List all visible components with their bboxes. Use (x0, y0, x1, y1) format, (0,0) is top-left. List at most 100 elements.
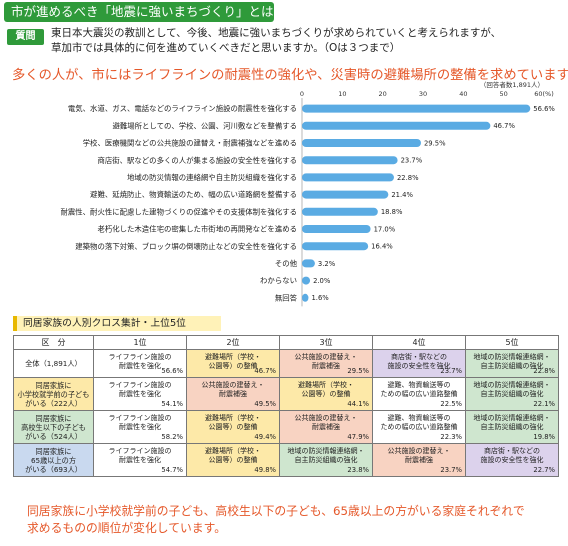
rank-cell: ライフライン施設の 耐震性を強化 54.1% (93, 377, 187, 411)
row-header-line: がいる（524人） (25, 431, 82, 441)
summary-line-1: 同居家族に小学校就学前の子ども、高校生以下の子ども、65歳以上の方がいる家庭それ… (27, 504, 525, 518)
rank-cell: 避難、物資輸送等の ための幅の広い道路整備 22.5% (372, 377, 466, 411)
bar-category-label: 避難、延焼防止、物資輸送のため、幅の広い道路網を整備する (90, 190, 297, 199)
cell-percentage: 44.1% (347, 400, 369, 408)
row-header-line: 全体（1,891人） (25, 359, 82, 368)
cell-percentage: 22.3% (440, 433, 462, 441)
cell-item-name: 公共施設の建替え・ (387, 447, 451, 455)
row-header-line: 小学校就学前の子ども (17, 389, 90, 399)
cell-item-name: 施設の安全性を強化 (387, 362, 451, 370)
cell-item-name: 耐震性を強化 (119, 362, 161, 370)
header-category: 区 分 (13, 335, 94, 350)
cell-item-name: 商店街・駅などの (484, 447, 540, 455)
x-tick-label: 10 (338, 90, 346, 98)
question-line-1: 東日本大震災の教訓として、今後、地震に強いまちづくりが求められていくと考えられま… (51, 27, 502, 39)
x-tick-label: 50 (500, 90, 508, 98)
header-rank-1: 1位 (93, 335, 187, 350)
table-row: 同居家族に 高校生以下の子ども がいる（524人） ライフライン施設の 耐震性を強化 58… (13, 410, 559, 444)
bar-value-label: 3.2% (318, 260, 336, 268)
cell-item-name: ための幅の広い道路整備 (380, 390, 458, 398)
rank-cell: 避難場所（学校・ 公園等）の整備 46.7% (186, 349, 280, 378)
cell-item-name: 公共施設の建替え・ (201, 381, 265, 389)
bar-category-label: 建築物の落下対策、ブロック塀の倒壊防止などの安全性を強化する (75, 242, 297, 251)
cell-item-name: ための幅の広い道路整備 (380, 423, 458, 431)
question-text: 東日本大震災の教訓として、今後、地震に強いまちづくりが求められていくと考えられま… (51, 26, 561, 56)
bar-value-label: 21.4% (391, 191, 413, 199)
rank-cell: 商店街・駅などの 施設の安全性を強化 23.7% (372, 349, 466, 378)
cell-item-name: ライフライン施設の (108, 414, 172, 422)
cell-item-name: 避難、物資輸送等の (387, 381, 451, 389)
row-header-line: 同居家族に (35, 446, 72, 456)
cell-percentage: 23.8% (347, 466, 369, 474)
header-rank-4: 4位 (372, 335, 466, 350)
bar-value-label: 2.0% (313, 277, 331, 285)
header-rank-3: 3位 (279, 335, 373, 350)
rank-cell: 避難場所（学校・ 公園等）の整備 44.1% (279, 377, 373, 411)
row-header-line: 同居家族に (35, 380, 72, 390)
cell-item-name: ライフライン施設の (108, 447, 172, 455)
bar-category-label: わからない (260, 276, 297, 285)
rank-cell: 公共施設の建替え・ 耐震補強 49.5% (186, 377, 280, 411)
rank-cell: 公共施設の建替え・ 耐震補強 23.7% (372, 443, 466, 477)
table-header-row: 区 分 1位 2位 3位 4位 5位 (13, 335, 559, 350)
cell-percentage: 22.5% (440, 400, 462, 408)
bar (302, 121, 491, 130)
cell-item-name: 自主防災組織の強化 (480, 390, 544, 398)
cell-item-name: 施設の安全性を強化 (480, 456, 544, 464)
cell-item-name: 地域の防災情報連絡網・ (287, 447, 365, 455)
cell-item-name: 避難、物資輸送等の (387, 414, 451, 422)
bar (302, 293, 309, 302)
cell-percentage: 49.4% (254, 433, 276, 441)
bar-category-label: 学校、医療機関などの公共施設の建替え・耐震補強などを進める (83, 139, 297, 148)
cell-item-name: 耐震補強 (312, 423, 340, 431)
rank-cell: 公共施設の建替え・ 耐震補強 47.9% (279, 410, 373, 444)
rank-cell: 避難場所（学校・ 公園等）の整備 49.8% (186, 443, 280, 477)
cell-item-name: 耐震性を強化 (119, 456, 161, 464)
bar (302, 259, 315, 268)
row-header: 全体（1,891人） (13, 349, 94, 378)
header-rank-2: 2位 (186, 335, 280, 350)
x-tick-label: 40 (459, 90, 467, 98)
cell-percentage: 23.7% (440, 466, 462, 474)
cross-table: 区 分 1位 2位 3位 4位 5位 全体（1,891人） ライフライン施設の 耐震性を強化 5… (13, 335, 559, 477)
rank-cell: ライフライン施設の 耐震性を強化 54.7% (93, 443, 187, 477)
bar (302, 104, 531, 113)
rank-cell: 地域の防災情報連絡網・ 自主防災組織の強化 23.8% (279, 443, 373, 477)
headline: 多くの人が、市にはライフラインの耐震性の強化や、災害時の避難場所の整備を求めてい… (12, 68, 568, 83)
bar-value-label: 1.6% (311, 294, 329, 302)
bar (302, 276, 311, 285)
row-header-line: 高校生以下の子ども (21, 422, 86, 432)
cell-item-name: ライフライン施設の (108, 353, 172, 361)
cell-item-name: 公共施設の建替え・ (294, 353, 358, 361)
bar-value-label: 46.7% (493, 122, 515, 130)
table-row: 同居家族に 小学校就学前の子ども がいる（222人） ライフライン施設の 耐震性を強化 5… (13, 377, 559, 411)
respondent-note: （回答者数1,891人） (480, 80, 544, 89)
bar (302, 242, 369, 251)
cell-item-name: 地域の防災情報連絡網・ (473, 414, 551, 422)
cell-item-name: 避難場所（学校・ (205, 447, 261, 455)
x-tick-label: 0 (300, 90, 304, 98)
cell-percentage: 22.1% (533, 400, 555, 408)
bar (302, 190, 389, 199)
bar-category-label: 電気、水道、ガス、電話などのライフライン施設の耐震性を強化する (68, 104, 297, 113)
cell-item-name: 耐震性を強化 (119, 390, 161, 398)
bar-value-label: 22.8% (397, 174, 419, 182)
cell-item-name: 避難場所（学校・ (205, 353, 261, 361)
question-line-2: 草加市では具体的に何を進めていくべきだと思いますか。（Oは３つまで） (51, 42, 401, 54)
cell-item-name: 商店街・駅などの (391, 353, 447, 361)
cell-percentage: 49.5% (254, 400, 276, 408)
cell-item-name: 公園等）の整備 (208, 362, 258, 370)
bar (302, 139, 421, 147)
bar (302, 225, 371, 233)
bar-category-label: 避難場所としての、学校、公園、河川敷などを整備する (112, 121, 297, 130)
cell-percentage: 46.7% (254, 367, 276, 375)
cell-item-name: ライフライン施設の (108, 381, 172, 389)
cell-item-name: 避難場所（学校・ (298, 381, 354, 389)
bar-category-label: 地域の防災情報の連絡網や自主防災組織を強化する (127, 173, 297, 182)
bar-category-label: 耐震性、耐火性に配慮した建物づくりの促進やその支援体制を強化する (60, 207, 297, 216)
x-tick-label: 60(%) (534, 90, 554, 98)
cell-item-name: 地域の防災情報連絡網・ (473, 353, 551, 361)
cell-percentage: 54.1% (161, 400, 183, 408)
cell-percentage: 29.5% (347, 367, 369, 375)
rank-cell: 地域の防災情報連絡網・ 自主防災組織の強化 22.8% (465, 349, 559, 378)
